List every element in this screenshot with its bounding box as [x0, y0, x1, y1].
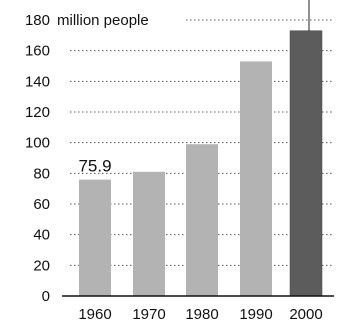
data-labels: 75.9 [78, 157, 111, 176]
x-tick-label-1960: 1960 [78, 306, 111, 323]
x-tick-label-1990: 1990 [239, 306, 272, 323]
x-tick-label-1980: 1980 [185, 306, 218, 323]
y-tick-label-160: 160 [25, 43, 50, 60]
y-tick-label-120: 120 [25, 104, 50, 121]
y-unit-label: million people [57, 12, 149, 29]
x-tick-label-1970: 1970 [132, 306, 165, 323]
bar-1990 [240, 61, 272, 297]
y-tick-label-80: 80 [33, 165, 50, 182]
y-axis-ticks: 0 20 40 60 80 100 120 140 160 180 million people [25, 12, 149, 305]
gridlines [70, 19, 332, 266]
bar-2000 [289, 30, 323, 297]
bar-1960 [79, 179, 111, 296]
bar-1970 [133, 171, 165, 296]
bar-1980 [186, 144, 218, 296]
x-tick-label-2000: 2000 [289, 306, 322, 323]
y-tick-label-0: 0 [42, 288, 50, 305]
y-tick-label-40: 40 [33, 227, 50, 244]
y-tick-label-60: 60 [33, 196, 50, 213]
y-tick-label-140: 140 [25, 73, 50, 90]
bars [79, 30, 323, 297]
y-tick-label-20: 20 [33, 257, 50, 274]
data-label-1960: 75.9 [78, 157, 111, 176]
y-tick-label-100: 100 [25, 135, 50, 152]
x-axis-ticks: 1960 1970 1980 1990 2000 [78, 306, 322, 323]
y-tick-label-180: 180 [25, 12, 50, 29]
